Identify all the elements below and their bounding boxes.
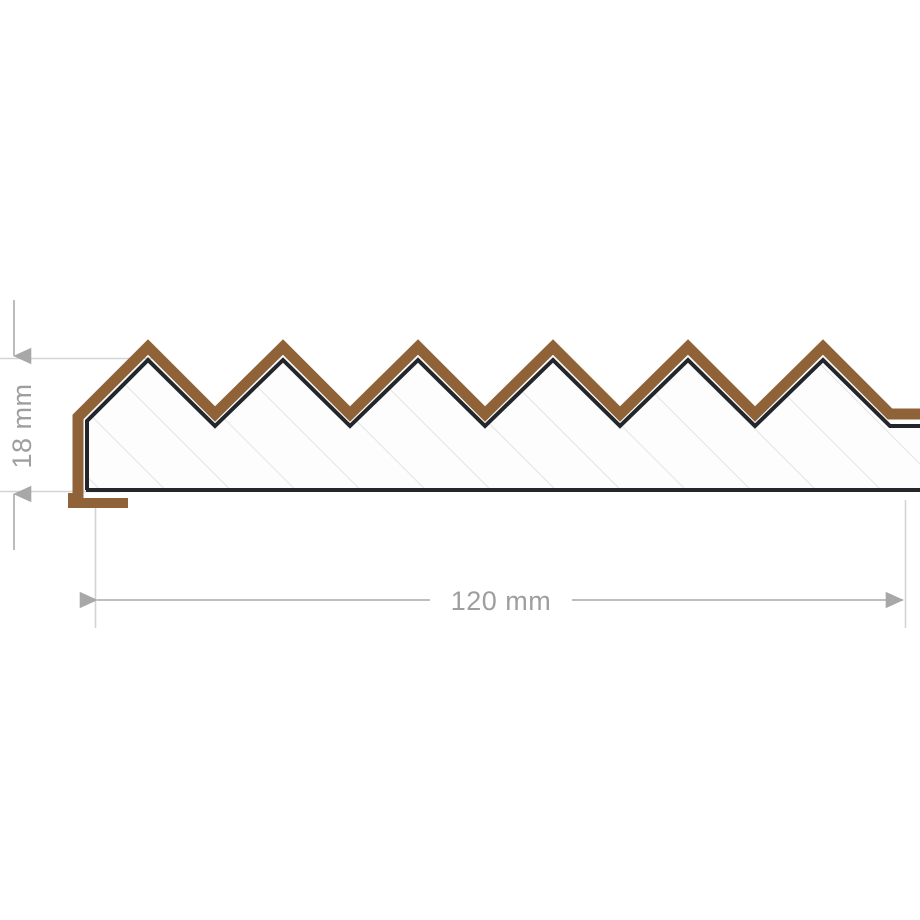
horizontal-dimension-label: 120 mm bbox=[451, 586, 552, 616]
profile-outer-band bbox=[72, 339, 920, 498]
profile-body-hatch bbox=[87, 360, 920, 490]
profile-outline-top bbox=[85, 357, 920, 490]
horizontal-dimension-120mm: 120 mm bbox=[79, 586, 904, 616]
profile-geometry bbox=[68, 339, 920, 508]
profile-outer-band-foot bbox=[68, 493, 128, 508]
vertical-dimension-18mm: 18 mm bbox=[7, 300, 37, 550]
vertical-dimension-label: 18 mm bbox=[7, 383, 37, 468]
